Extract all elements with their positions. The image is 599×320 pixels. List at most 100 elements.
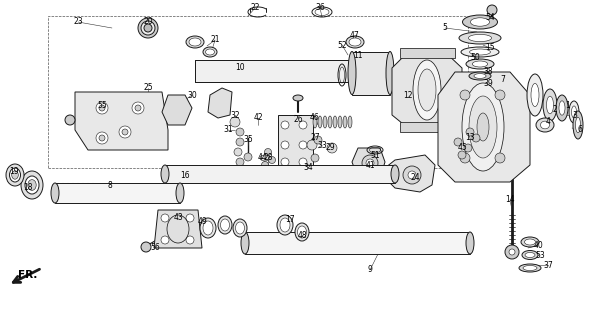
Ellipse shape	[536, 118, 554, 132]
Ellipse shape	[28, 180, 36, 190]
Text: 55: 55	[97, 100, 107, 109]
Circle shape	[408, 171, 416, 179]
Bar	[165, 165, 395, 183]
Circle shape	[403, 166, 421, 184]
Ellipse shape	[472, 61, 488, 67]
Text: 2: 2	[553, 106, 558, 115]
Ellipse shape	[203, 47, 217, 57]
Circle shape	[268, 156, 276, 164]
Ellipse shape	[469, 72, 491, 80]
Text: 29: 29	[325, 143, 335, 153]
Circle shape	[281, 158, 289, 166]
Text: 5: 5	[443, 23, 447, 33]
Ellipse shape	[559, 101, 565, 115]
Ellipse shape	[525, 239, 536, 245]
Text: 53: 53	[535, 251, 545, 260]
Circle shape	[299, 158, 307, 166]
Text: 4: 4	[546, 117, 550, 126]
Text: 14: 14	[505, 196, 515, 204]
Circle shape	[262, 162, 268, 169]
Ellipse shape	[466, 59, 494, 69]
Text: 50: 50	[470, 53, 480, 62]
Bar	[195, 60, 380, 82]
Circle shape	[299, 121, 307, 129]
Ellipse shape	[343, 116, 347, 128]
Ellipse shape	[576, 117, 580, 133]
Ellipse shape	[205, 49, 214, 55]
Circle shape	[234, 148, 242, 156]
Ellipse shape	[220, 219, 229, 231]
Text: 37: 37	[543, 260, 553, 269]
Text: 24: 24	[410, 173, 420, 182]
Circle shape	[460, 90, 470, 100]
Text: 52: 52	[337, 41, 347, 50]
Polygon shape	[352, 148, 385, 178]
Ellipse shape	[469, 96, 497, 158]
Text: 20: 20	[143, 18, 153, 27]
Bar	[55, 183, 180, 203]
Ellipse shape	[394, 81, 402, 99]
Ellipse shape	[462, 83, 504, 171]
Ellipse shape	[395, 84, 401, 96]
Circle shape	[487, 5, 497, 15]
Text: 39: 39	[483, 78, 493, 87]
Ellipse shape	[459, 32, 501, 44]
Ellipse shape	[260, 155, 270, 161]
Text: 8: 8	[108, 180, 113, 189]
Text: 28: 28	[263, 154, 273, 163]
Ellipse shape	[386, 52, 394, 94]
Ellipse shape	[470, 18, 489, 26]
Circle shape	[464, 144, 472, 152]
Ellipse shape	[349, 38, 361, 46]
Circle shape	[458, 151, 466, 159]
Ellipse shape	[571, 106, 576, 118]
Ellipse shape	[25, 176, 39, 194]
Polygon shape	[75, 92, 168, 150]
Text: 46: 46	[310, 114, 320, 123]
Ellipse shape	[333, 116, 337, 128]
Text: 49: 49	[197, 218, 207, 227]
Text: 10: 10	[235, 63, 245, 73]
Ellipse shape	[418, 69, 436, 111]
Circle shape	[119, 126, 131, 138]
Bar	[278, 115, 313, 170]
Circle shape	[244, 153, 252, 161]
Ellipse shape	[477, 113, 489, 141]
Circle shape	[307, 140, 317, 150]
Ellipse shape	[233, 219, 247, 237]
Text: 12: 12	[403, 91, 413, 100]
Ellipse shape	[12, 171, 19, 179]
Polygon shape	[385, 155, 435, 192]
Circle shape	[161, 236, 169, 244]
Circle shape	[509, 249, 515, 255]
Text: 45: 45	[457, 143, 467, 153]
Bar	[400, 122, 455, 132]
Ellipse shape	[348, 52, 356, 94]
Text: FR.: FR.	[19, 270, 38, 280]
Ellipse shape	[470, 49, 491, 55]
Ellipse shape	[468, 34, 492, 42]
Circle shape	[460, 153, 470, 163]
Circle shape	[362, 155, 378, 171]
Ellipse shape	[461, 47, 499, 57]
Circle shape	[311, 154, 319, 162]
Ellipse shape	[280, 218, 290, 232]
Bar	[48, 16, 468, 168]
Ellipse shape	[522, 251, 538, 260]
Text: 44: 44	[257, 154, 267, 163]
Circle shape	[132, 102, 144, 114]
Ellipse shape	[51, 183, 59, 203]
Text: 1: 1	[565, 100, 570, 109]
Polygon shape	[154, 210, 202, 248]
Ellipse shape	[346, 36, 364, 48]
Circle shape	[99, 105, 105, 111]
Circle shape	[495, 153, 505, 163]
Ellipse shape	[543, 89, 557, 121]
Ellipse shape	[348, 116, 352, 128]
Circle shape	[466, 128, 474, 136]
Text: 40: 40	[533, 241, 543, 250]
Circle shape	[472, 134, 480, 142]
Ellipse shape	[527, 74, 543, 116]
Circle shape	[281, 121, 289, 129]
Text: 22: 22	[250, 4, 260, 12]
